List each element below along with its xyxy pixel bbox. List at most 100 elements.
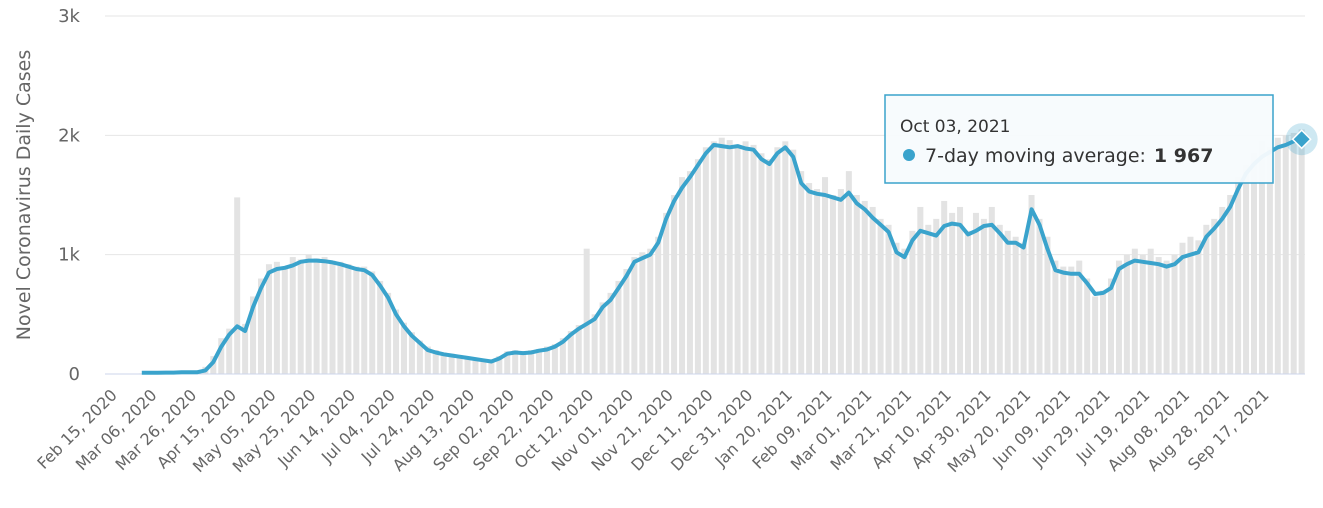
bar xyxy=(734,147,741,374)
bar xyxy=(1171,254,1178,374)
bar xyxy=(393,309,400,374)
y-axis-title: Novel Coronavirus Daily Cases xyxy=(13,50,35,341)
bar xyxy=(988,206,995,374)
bar xyxy=(1227,195,1234,374)
bar xyxy=(647,248,654,374)
bar xyxy=(575,325,582,374)
tooltip-value: 1 967 xyxy=(1154,145,1214,167)
bar xyxy=(996,224,1003,374)
bar xyxy=(416,340,423,374)
bar xyxy=(933,218,940,374)
bar xyxy=(1274,137,1281,374)
bar xyxy=(488,360,495,374)
bar xyxy=(639,252,646,374)
bar xyxy=(1028,195,1035,374)
bar xyxy=(1243,165,1250,374)
bar xyxy=(845,171,852,374)
y-tick-label: 2k xyxy=(58,125,80,146)
y-tick-label: 0 xyxy=(69,364,80,385)
bar xyxy=(567,331,574,374)
bar xyxy=(1115,260,1122,374)
bar xyxy=(702,147,709,374)
bar xyxy=(528,350,535,374)
bar xyxy=(448,353,455,374)
bar xyxy=(710,141,717,374)
bar xyxy=(591,314,598,374)
bar xyxy=(774,147,781,374)
bar xyxy=(1084,278,1091,374)
bar xyxy=(1235,177,1242,374)
bar xyxy=(218,338,225,374)
bar xyxy=(1036,218,1043,374)
bar xyxy=(345,264,352,374)
bar xyxy=(1092,296,1099,374)
bar xyxy=(273,261,280,374)
bar xyxy=(361,266,368,374)
bar xyxy=(329,260,336,374)
bar xyxy=(925,224,932,374)
bar xyxy=(901,248,908,374)
bar xyxy=(1290,132,1297,374)
bar xyxy=(1211,218,1218,374)
bar xyxy=(1131,248,1138,374)
bar xyxy=(615,280,622,374)
bar xyxy=(957,206,964,374)
bar xyxy=(472,358,479,374)
bar xyxy=(297,259,304,374)
bar xyxy=(559,338,566,374)
bar xyxy=(337,261,344,374)
bar xyxy=(543,346,550,374)
bar xyxy=(1012,236,1019,374)
bar xyxy=(663,212,670,374)
bar xyxy=(1076,260,1083,374)
bar xyxy=(400,322,407,374)
bar xyxy=(1155,257,1162,374)
bar xyxy=(980,218,987,374)
bar xyxy=(1100,290,1107,374)
bar xyxy=(551,344,558,374)
bar xyxy=(265,264,272,374)
bar xyxy=(1250,153,1257,374)
bar xyxy=(353,266,360,374)
bar xyxy=(1266,147,1273,374)
bar xyxy=(766,159,773,374)
bar xyxy=(1195,240,1202,374)
bar xyxy=(822,177,829,374)
bar xyxy=(965,230,972,374)
bar xyxy=(1020,242,1027,374)
bar xyxy=(742,141,749,374)
bar xyxy=(432,350,439,374)
hover-point xyxy=(1291,129,1312,150)
bar xyxy=(599,302,606,374)
bar xyxy=(853,195,860,374)
tooltip-box xyxy=(884,94,1274,184)
bar xyxy=(782,141,789,374)
bar xyxy=(1163,260,1170,374)
bar xyxy=(1298,129,1305,374)
bar xyxy=(257,278,264,374)
bar xyxy=(1258,141,1265,374)
bar xyxy=(972,212,979,374)
bar xyxy=(1282,135,1289,374)
bar xyxy=(829,195,836,374)
bar xyxy=(281,266,288,374)
bar xyxy=(631,257,638,374)
bar xyxy=(1068,266,1075,374)
bar xyxy=(607,292,614,374)
tooltip-label: 7-day moving average: xyxy=(925,145,1146,167)
bar xyxy=(1060,266,1067,374)
bar xyxy=(1147,248,1154,374)
bar xyxy=(1004,230,1011,374)
bar xyxy=(456,354,463,374)
bar xyxy=(496,356,503,374)
bar xyxy=(210,356,217,374)
bar xyxy=(909,230,916,374)
bar xyxy=(250,296,257,374)
bar xyxy=(814,189,821,374)
bar xyxy=(885,224,892,374)
bar xyxy=(1052,260,1059,374)
bar xyxy=(385,292,392,374)
bar xyxy=(1044,236,1051,374)
bar xyxy=(408,332,415,374)
